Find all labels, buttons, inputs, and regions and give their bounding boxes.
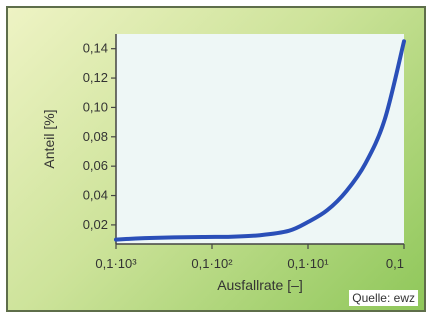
plot-area — [116, 34, 404, 244]
x-axis-title: Ausfallrate [–] — [217, 277, 303, 293]
y-tick-label: 0,10 — [83, 99, 108, 114]
y-tick-label: 0,14 — [83, 41, 108, 56]
x-tick-label: 0,1·10² — [191, 256, 233, 271]
x-tick-label: 0,1 — [386, 256, 404, 271]
y-tick-label: 0,12 — [83, 70, 108, 85]
x-tick-label: 0,1·10¹ — [287, 256, 329, 271]
x-tick-label: 0,1·10³ — [95, 256, 137, 271]
y-tick-label: 0,02 — [83, 217, 108, 232]
y-axis-title: Anteil [%] — [41, 109, 57, 168]
ticks: 0,02 0,04 0,06 0,08 0,10 0,12 0,14 0,1·10³ 0,1·1… — [83, 41, 405, 271]
y-tick-label: 0,08 — [83, 129, 108, 144]
y-tick-label: 0,06 — [83, 158, 108, 173]
series-line — [114, 39, 406, 242]
chart-frame: 0,02 0,04 0,06 0,08 0,10 0,12 0,14 0,1·10³ 0,1·1… — [6, 6, 426, 312]
source-note: Quelle: ewz — [349, 290, 418, 306]
chart-svg: 0,02 0,04 0,06 0,08 0,10 0,12 0,14 0,1·10³ 0,1·1… — [41, 34, 406, 293]
axes — [115, 34, 404, 245]
y-tick-label: 0,04 — [83, 188, 108, 203]
